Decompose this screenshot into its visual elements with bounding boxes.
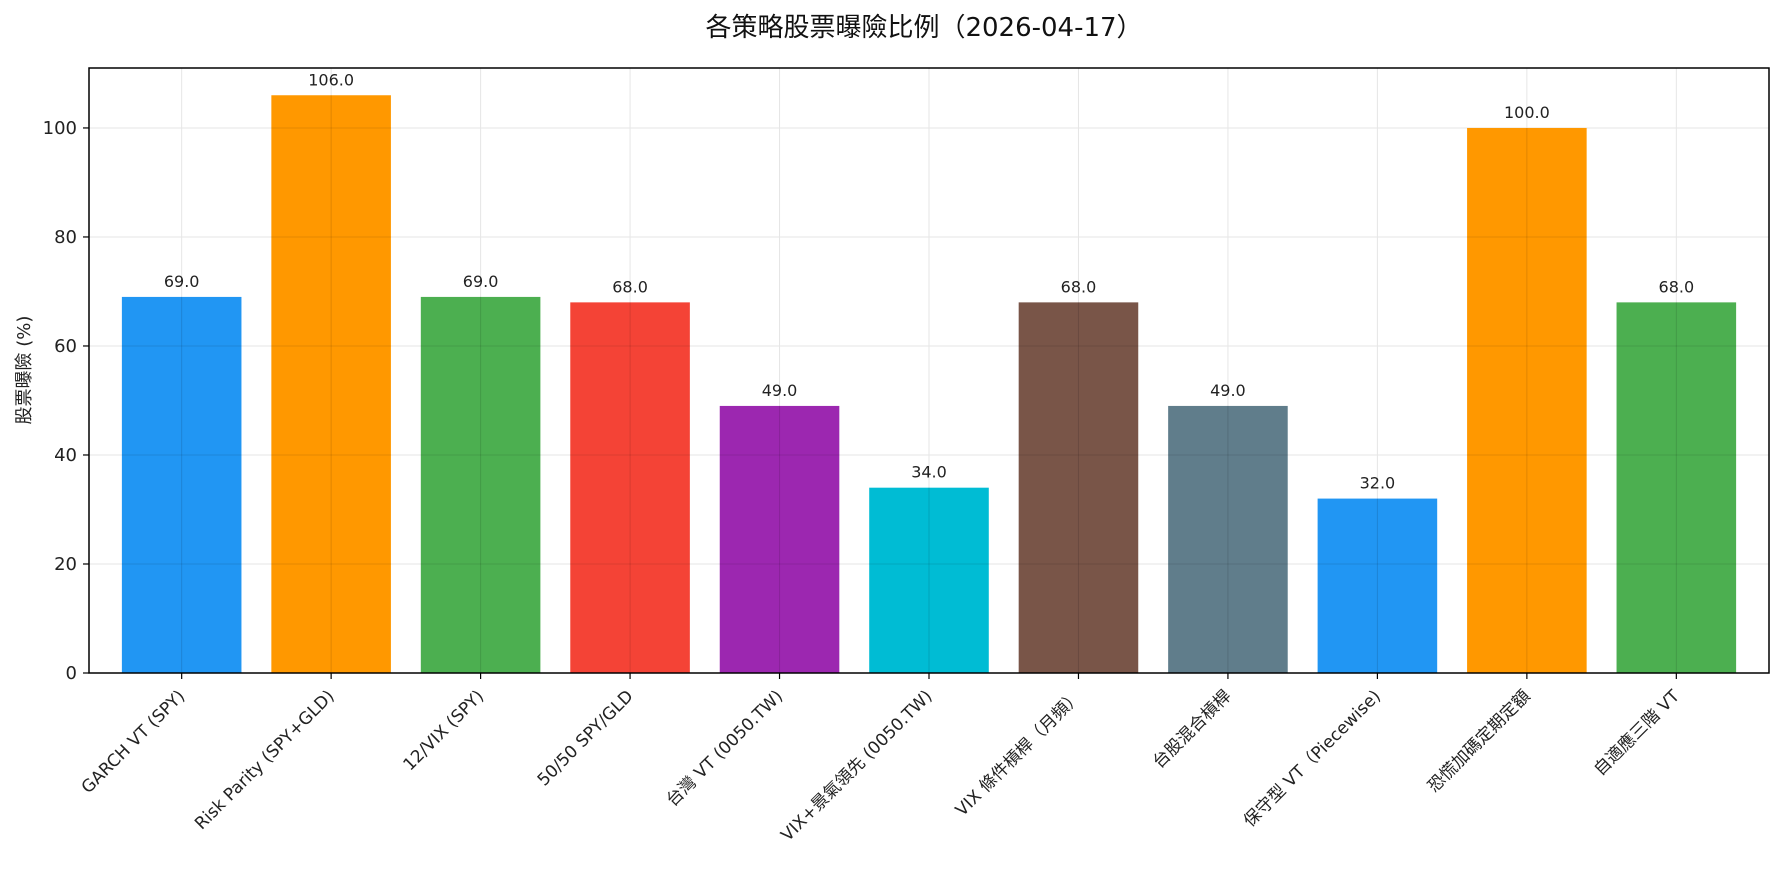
data-label: 68.0 (1659, 277, 1695, 296)
x-tick-label: 台股混合槓桿 (1149, 686, 1235, 772)
bar (1018, 302, 1139, 673)
data-label: 69.0 (164, 272, 200, 291)
x-tick-label: VIX+景氣領先 (0050.TW) (777, 686, 936, 845)
x-tick-label: 50/50 SPY/GLD (534, 686, 638, 790)
data-label: 49.0 (1210, 381, 1246, 400)
bar (1467, 127, 1587, 673)
x-tick-label: GARCH VT (SPY) (78, 686, 189, 797)
x-tick-label: 台灣 VT (0050.TW) (663, 686, 787, 810)
labels-layer: 69.0 106.0 69.0 68.0 49.0 34.0 68.0 49.0 32.0 100… (164, 70, 1694, 492)
x-tick-label: 自適應三階 VT (1590, 685, 1685, 780)
bars-layer (121, 95, 1737, 674)
x-tick-label: 恐慌加碼定期定額 (1424, 686, 1534, 796)
data-label: 68.0 (1061, 277, 1097, 296)
data-label: 34.0 (911, 463, 947, 482)
y-tick-label: 20 (54, 554, 77, 575)
y-tick-label: 40 (54, 445, 77, 466)
bar (121, 296, 242, 673)
data-label: 100.0 (1504, 103, 1550, 122)
x-tick-label: Risk Parity (SPY+GLD) (191, 686, 339, 834)
y-tick-label: 60 (54, 336, 77, 357)
y-tick-label: 80 (54, 227, 77, 248)
bar (719, 405, 840, 673)
data-label: 69.0 (463, 272, 499, 291)
x-tick-label: VIX 條件槓桿（月頻） (952, 686, 1086, 820)
bar (1317, 498, 1438, 673)
data-label: 106.0 (308, 70, 354, 89)
bar (570, 302, 690, 673)
y-tick-label: 100 (43, 118, 77, 139)
bar (1616, 302, 1737, 673)
x-tick-label: 12/VIX (SPY) (399, 686, 488, 775)
bar (271, 95, 391, 673)
y-axis-label: 股票曝險 (%) (14, 316, 35, 425)
y-tick-label: 0 (66, 663, 77, 684)
bar (420, 296, 541, 673)
data-label: 49.0 (762, 381, 798, 400)
bar (1168, 405, 1288, 673)
bar (869, 487, 989, 673)
chart-title: 各策略股票曝險比例（2026-04-17） (705, 13, 1142, 43)
data-label: 32.0 (1360, 474, 1396, 493)
x-tick-label: 保守型 VT（Piecewise) (1240, 686, 1385, 831)
data-label: 68.0 (612, 277, 648, 296)
